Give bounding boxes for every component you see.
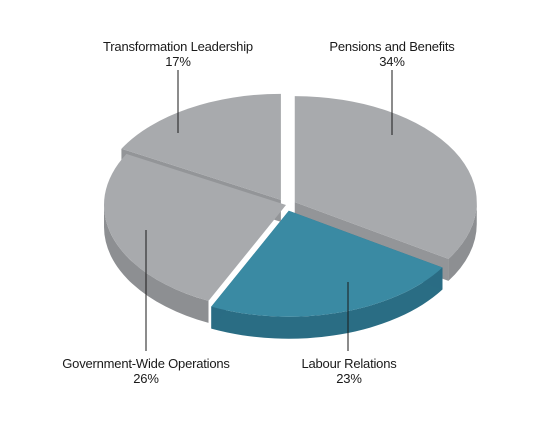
slice-label-government: Government-Wide Operations [62, 356, 230, 371]
pie-tops [103, 93, 477, 317]
slice-label-labour: Labour Relations [301, 356, 397, 371]
slice-pct-transformation: 17% [165, 54, 191, 69]
slice-pct-labour: 23% [336, 371, 362, 386]
slice-top-pensions-and-benefits [294, 96, 477, 259]
slice-label-pensions: Pensions and Benefits [329, 39, 455, 54]
slice-top-labour-relations [211, 210, 443, 317]
slice-side-pensions-and-benefits [448, 202, 477, 281]
slice-pct-pensions: 34% [379, 54, 405, 69]
slice-side-labour-relations [211, 267, 443, 339]
slice-pct-government: 26% [133, 371, 159, 386]
slice-label-transformation: Transformation Leadership [103, 39, 253, 54]
slice-top-government-wide-operations [103, 153, 286, 301]
slice-side-government-wide-operations [104, 205, 209, 323]
pie-labels: Pensions and Benefits 34% Labour Relatio… [62, 39, 455, 386]
slice-top-transformation-leadership [121, 93, 281, 200]
